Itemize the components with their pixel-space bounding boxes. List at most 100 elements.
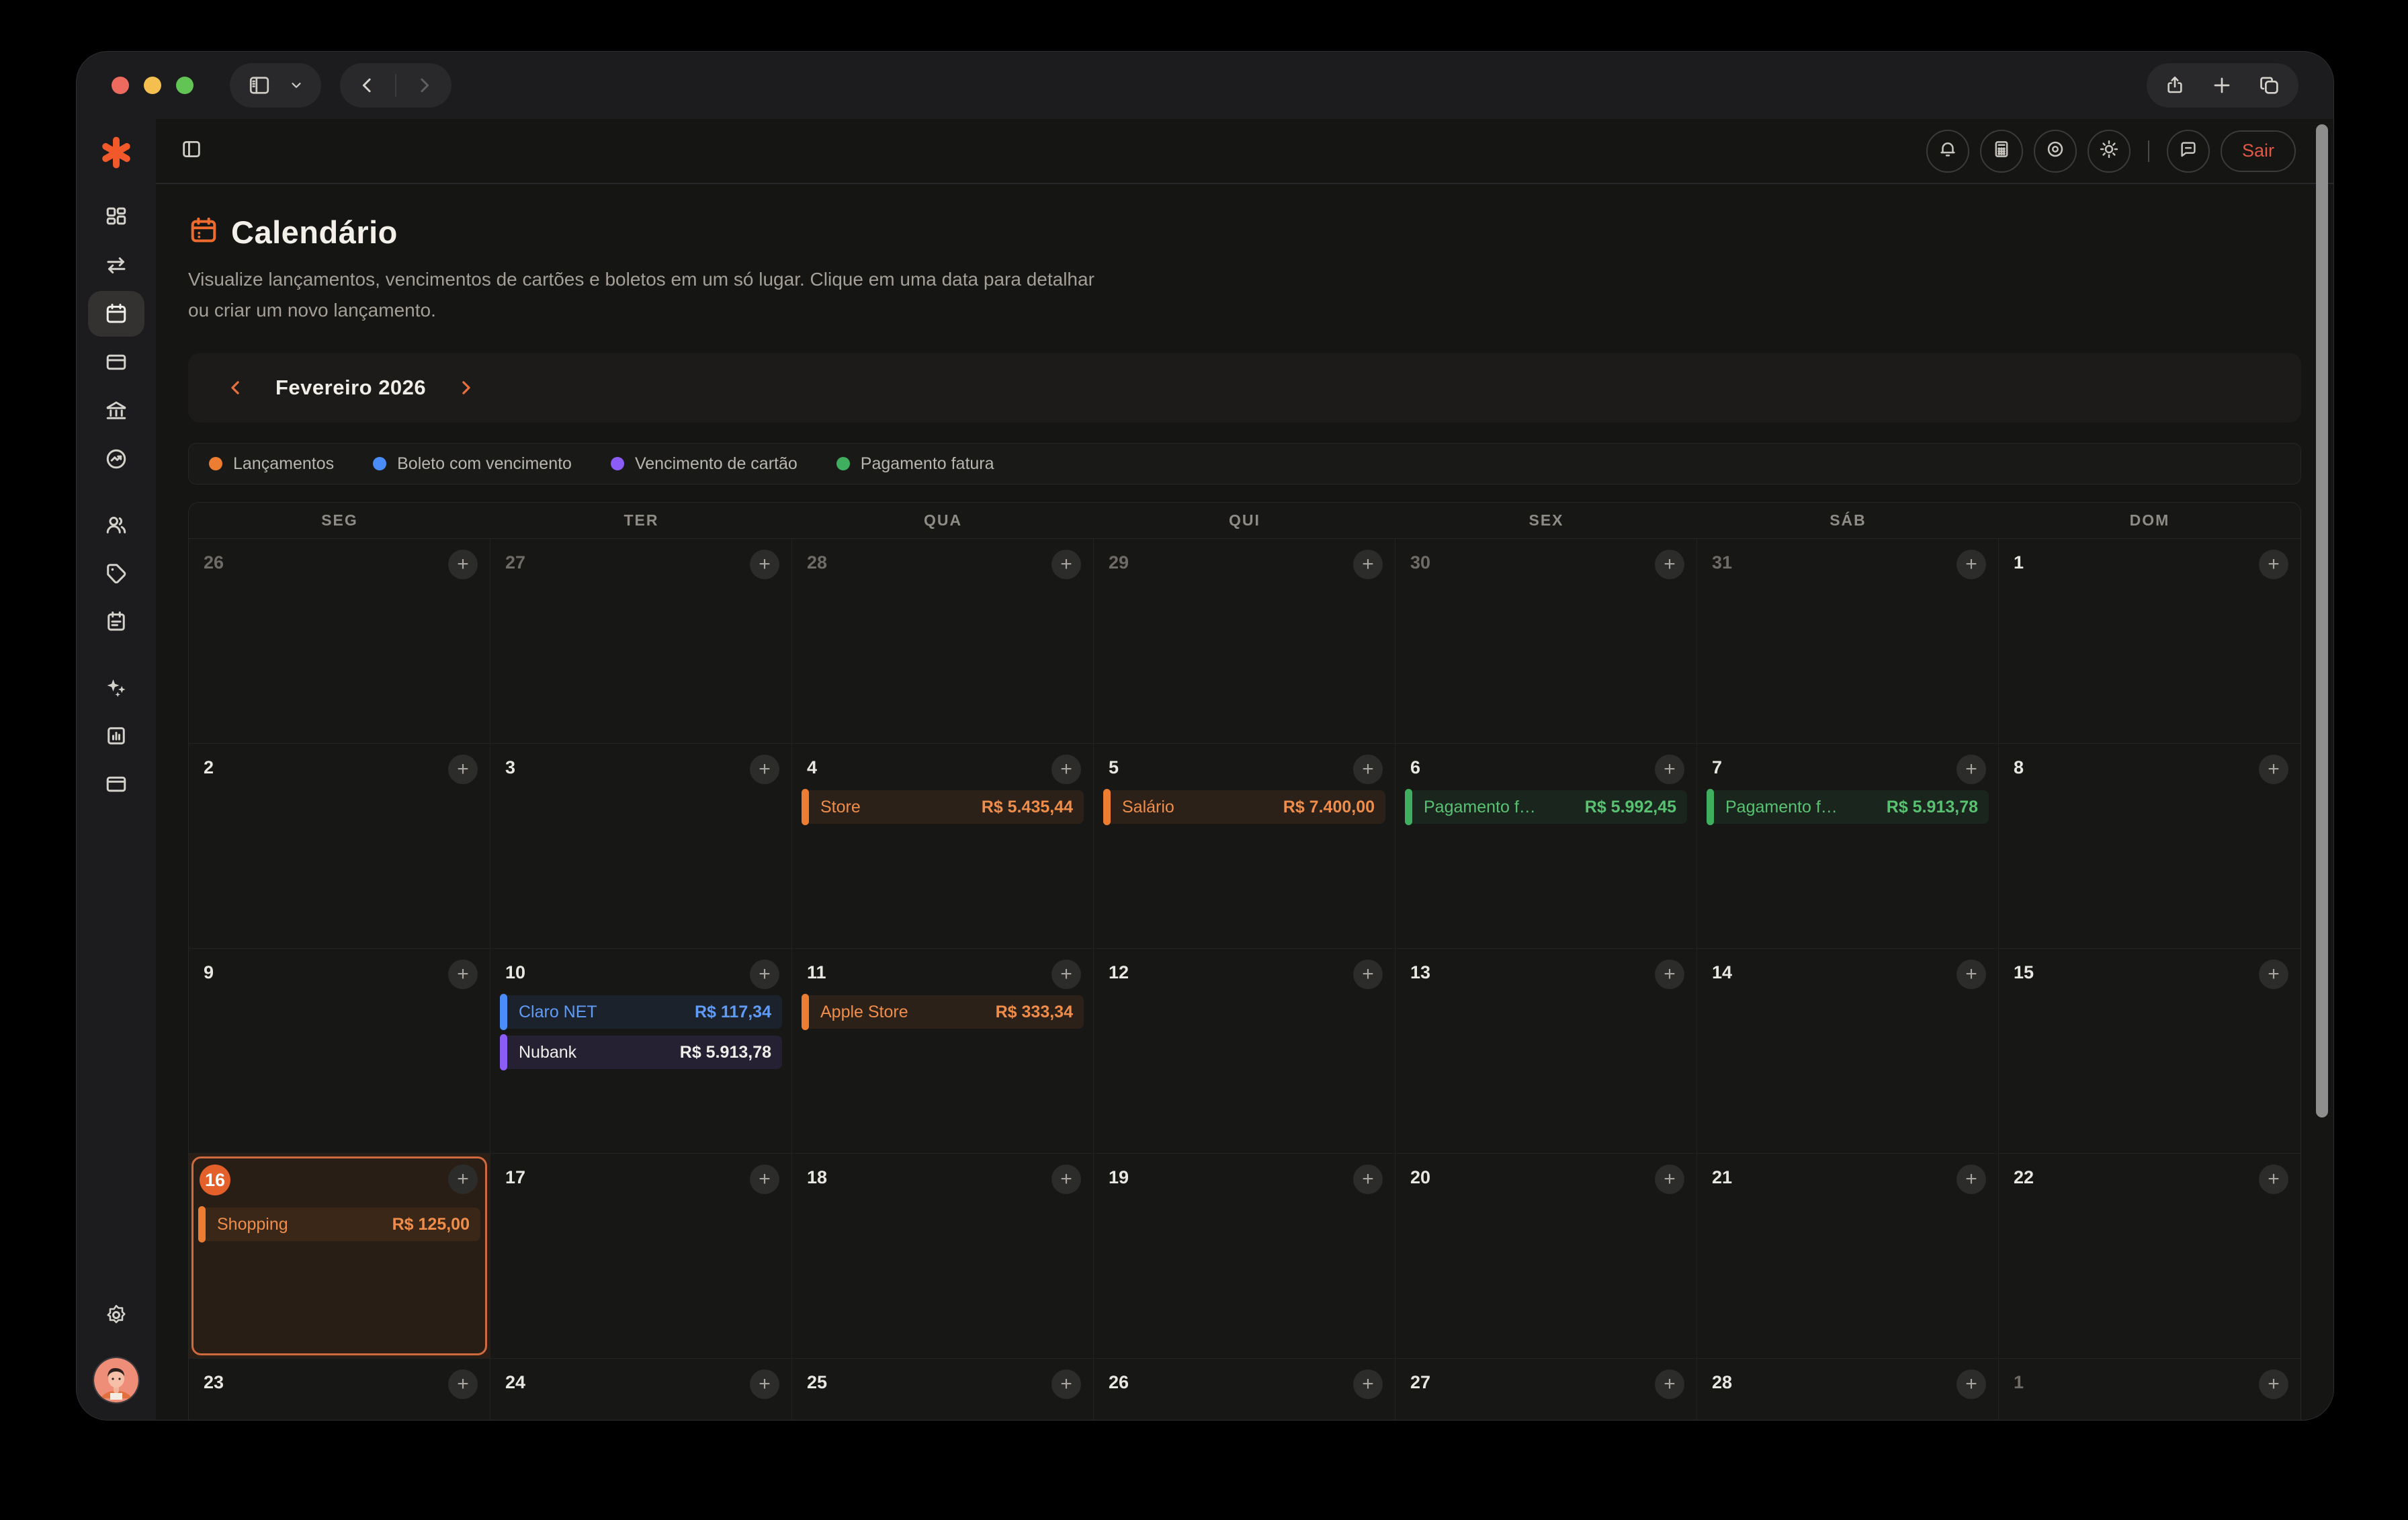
calendar-cell[interactable]: 25 + [792, 1359, 1094, 1420]
new-tab-icon[interactable] [2211, 75, 2233, 96]
calendar-cell[interactable]: 26 + [189, 539, 490, 744]
add-event-button[interactable]: + [1353, 960, 1383, 989]
calculator-button[interactable] [1979, 129, 2023, 173]
calendar-cell[interactable]: 7 + Pagamento fatura R$ 5.913,78 [1697, 744, 1999, 949]
add-event-button[interactable]: + [750, 1369, 779, 1399]
calendar-cell[interactable]: 31 + [1697, 539, 1999, 744]
sidebar-item-calendar[interactable] [88, 291, 144, 337]
add-event-button[interactable]: + [1655, 550, 1684, 579]
sidebar-item-accounts[interactable] [88, 761, 144, 807]
calendar-cell[interactable]: 8 + [1999, 744, 2300, 949]
add-event-button[interactable]: + [750, 755, 779, 784]
calendar-cell[interactable]: 9 + [189, 949, 490, 1154]
add-event-button[interactable]: + [2259, 550, 2288, 579]
minimize-window-button[interactable] [144, 77, 161, 94]
calendar-cell[interactable]: 11 + Apple Store R$ 333,34 [792, 949, 1094, 1154]
add-event-button[interactable]: + [1956, 1165, 1986, 1194]
add-event-button[interactable]: + [1956, 755, 1986, 784]
add-event-button[interactable]: + [448, 550, 478, 579]
add-event-button[interactable]: + [1051, 755, 1081, 784]
sidebar-item-bank[interactable] [88, 388, 144, 433]
add-event-button[interactable]: + [1051, 1165, 1081, 1194]
add-event-button[interactable]: + [750, 1165, 779, 1194]
privacy-eye-button[interactable] [2033, 129, 2077, 173]
event-pill-fatura[interactable]: Pagamento fatura R$ 5.992,45 [1405, 789, 1687, 825]
calendar-cell[interactable]: 26 + [1094, 1359, 1395, 1420]
calendar-cell[interactable]: 28 + [1697, 1359, 1999, 1420]
calendar-cell[interactable]: 12 + [1094, 949, 1395, 1154]
calendar-cell[interactable]: 13 + [1395, 949, 1697, 1154]
calendar-cell[interactable]: 27 + [490, 539, 792, 744]
calendar-cell[interactable]: 6 + Pagamento fatura R$ 5.992,45 [1395, 744, 1697, 949]
event-pill-lancamento[interactable]: Store R$ 5.435,44 [802, 789, 1084, 825]
calendar-cell[interactable]: 20 + [1395, 1154, 1697, 1359]
add-event-button[interactable]: + [2259, 960, 2288, 989]
sidebar-item-investments[interactable] [88, 436, 144, 482]
calendar-cell[interactable]: 5 + Salário R$ 7.400,00 [1094, 744, 1395, 949]
tabs-icon[interactable] [2258, 74, 2281, 97]
add-event-button[interactable]: + [1655, 1165, 1684, 1194]
feedback-button[interactable] [2166, 129, 2210, 173]
event-pill-cartao[interactable]: Nubank R$ 5.913,78 [500, 1034, 782, 1070]
previous-month-button[interactable] [226, 378, 246, 398]
add-event-button[interactable]: + [2259, 1165, 2288, 1194]
calendar-cell[interactable]: 17 + [490, 1154, 792, 1359]
event-pill-lancamento[interactable]: Shopping R$ 125,00 [198, 1206, 480, 1242]
add-event-button[interactable]: + [448, 755, 478, 784]
add-event-button[interactable]: + [448, 960, 478, 989]
calendar-cell[interactable]: 15 + [1999, 949, 2300, 1154]
sidebar-item-users[interactable] [88, 502, 144, 548]
sidebar-toggle-pill[interactable] [230, 63, 321, 108]
calendar-cell[interactable]: 23 + [189, 1359, 490, 1420]
calendar-cell[interactable]: 14 + [1697, 949, 1999, 1154]
back-icon[interactable] [357, 75, 378, 95]
add-event-button[interactable]: + [1051, 960, 1081, 989]
add-event-button[interactable]: + [448, 1165, 478, 1194]
add-event-button[interactable]: + [1353, 1165, 1383, 1194]
calendar-cell[interactable]: 19 + [1094, 1154, 1395, 1359]
calendar-cell[interactable]: 30 + [1395, 539, 1697, 744]
sidebar-item-tags[interactable] [88, 550, 144, 596]
event-pill-lancamento[interactable]: Salário R$ 7.400,00 [1103, 789, 1385, 825]
app-logo-asterisk-icon[interactable] [95, 131, 138, 174]
sidebar-item-reports[interactable] [88, 713, 144, 759]
forward-icon[interactable] [414, 75, 434, 95]
calendar-cell[interactable]: 29 + [1094, 539, 1395, 744]
add-event-button[interactable]: + [1051, 1369, 1081, 1399]
add-event-button[interactable]: + [1655, 960, 1684, 989]
event-pill-boleto[interactable]: Claro NET R$ 117,34 [500, 994, 782, 1030]
calendar-cell[interactable]: 18 + [792, 1154, 1094, 1359]
calendar-cell[interactable]: 21 + [1697, 1154, 1999, 1359]
add-event-button[interactable]: + [448, 1369, 478, 1399]
calendar-cell[interactable]: 1 + [1999, 1359, 2300, 1420]
logout-button[interactable]: Sair [2220, 130, 2296, 172]
calendar-cell[interactable]: 10 + Claro NET R$ 117,34 Nubank R$ 5.913,78 [490, 949, 792, 1154]
add-event-button[interactable]: + [1956, 960, 1986, 989]
add-event-button[interactable]: + [1353, 755, 1383, 784]
sidebar-item-cards[interactable] [88, 339, 144, 385]
calendar-cell[interactable]: 3 + [490, 744, 792, 949]
add-event-button[interactable]: + [2259, 1369, 2288, 1399]
page-scrollbar[interactable] [2316, 124, 2328, 1117]
add-event-button[interactable]: + [1655, 1369, 1684, 1399]
add-event-button[interactable]: + [1655, 755, 1684, 784]
sidebar-item-ai-sparkles[interactable] [88, 665, 144, 710]
add-event-button[interactable]: + [1051, 550, 1081, 579]
calendar-cell[interactable]: 1 + [1999, 539, 2300, 744]
add-event-button[interactable]: + [2259, 755, 2288, 784]
panel-toggle-icon[interactable] [180, 138, 203, 164]
calendar-cell[interactable]: 22 + [1999, 1154, 2300, 1359]
add-event-button[interactable]: + [1956, 1369, 1986, 1399]
sidebar-item-clipboard[interactable] [88, 599, 144, 644]
add-event-button[interactable]: + [1353, 550, 1383, 579]
calendar-cell[interactable]: 27 + [1395, 1359, 1697, 1420]
sidebar-item-transfers[interactable] [88, 243, 144, 288]
settings-gear-icon[interactable] [88, 1292, 144, 1338]
add-event-button[interactable]: + [1956, 550, 1986, 579]
event-pill-lancamento[interactable]: Apple Store R$ 333,34 [802, 994, 1084, 1030]
notifications-button[interactable] [1926, 129, 1969, 173]
event-pill-fatura[interactable]: Pagamento fatura R$ 5.913,78 [1707, 789, 1989, 825]
add-event-button[interactable]: + [1353, 1369, 1383, 1399]
next-month-button[interactable] [456, 378, 476, 398]
share-icon[interactable] [2164, 75, 2186, 96]
